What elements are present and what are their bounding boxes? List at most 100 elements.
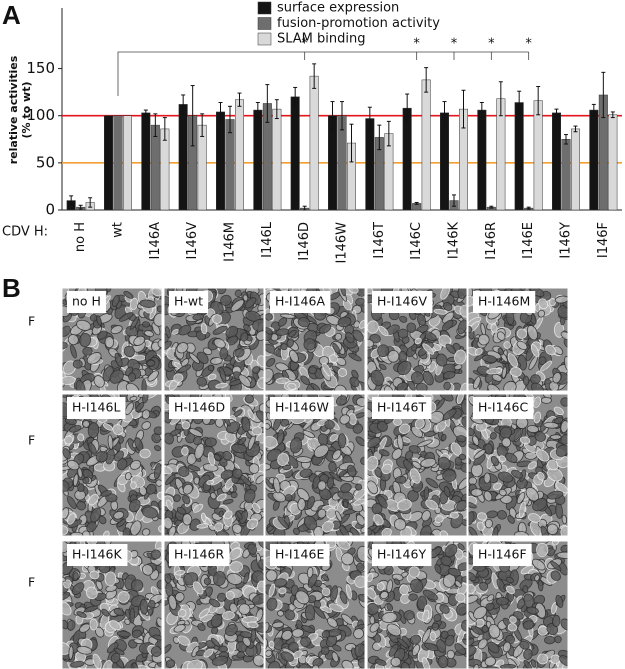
cell — [272, 491, 286, 503]
cell — [257, 580, 264, 593]
error-bar — [78, 204, 83, 210]
cell — [271, 621, 285, 629]
cell — [552, 614, 561, 628]
micrograph-border — [366, 287, 468, 392]
cell — [128, 372, 137, 382]
cell — [537, 471, 545, 481]
error-bar — [424, 67, 429, 93]
cell — [277, 516, 290, 529]
bar — [533, 100, 543, 211]
cell — [429, 631, 437, 642]
cell — [497, 510, 508, 520]
cell — [230, 491, 238, 499]
cell — [245, 310, 261, 322]
cell — [446, 649, 455, 660]
cell — [335, 395, 348, 406]
cell — [142, 321, 151, 328]
cell — [197, 623, 206, 631]
cell — [544, 635, 556, 645]
cell — [385, 499, 400, 512]
cell — [490, 455, 500, 466]
cell — [499, 664, 517, 669]
cell — [384, 385, 393, 391]
cell — [158, 525, 162, 533]
bar — [290, 96, 300, 211]
cell — [489, 432, 497, 440]
label-box — [270, 544, 330, 566]
bar — [365, 118, 375, 211]
cell — [255, 410, 264, 424]
y-tick-label: 100 — [26, 106, 55, 124]
cell — [399, 584, 409, 596]
cell — [266, 597, 278, 611]
cell — [218, 645, 228, 653]
significance-label: * — [413, 37, 420, 52]
cell — [512, 611, 524, 620]
cell — [442, 302, 453, 311]
cell — [150, 646, 162, 657]
cell — [124, 402, 134, 415]
cell — [328, 461, 337, 472]
cell — [76, 611, 87, 618]
cell — [554, 417, 564, 424]
label-box — [67, 544, 128, 566]
cell — [445, 343, 457, 354]
error-bar — [377, 124, 382, 151]
micrograph: H-I146C — [467, 393, 569, 537]
cell — [248, 463, 260, 474]
cell — [89, 618, 98, 631]
cell — [367, 456, 379, 471]
cell — [442, 319, 454, 331]
cell — [218, 510, 224, 518]
cell — [220, 469, 234, 480]
bar — [272, 108, 282, 211]
cell — [411, 644, 420, 657]
cell — [499, 426, 512, 439]
cell — [399, 423, 411, 434]
cell — [535, 449, 550, 462]
cell — [381, 612, 398, 624]
cell — [141, 506, 158, 519]
error-bar — [340, 101, 344, 131]
cell — [410, 578, 424, 594]
cell — [302, 430, 316, 439]
cell — [367, 527, 373, 536]
cell — [339, 525, 350, 536]
cell — [440, 630, 449, 639]
cell — [547, 490, 564, 500]
cell — [287, 382, 297, 390]
cell — [182, 483, 193, 495]
cell — [72, 572, 79, 581]
error-bar — [228, 105, 232, 134]
cell — [222, 498, 234, 505]
cell — [457, 562, 467, 572]
cell — [532, 396, 542, 408]
cell — [450, 442, 462, 456]
x-tick-label: I146Y — [559, 222, 574, 259]
cell — [268, 583, 276, 598]
cell — [153, 463, 162, 480]
cell — [236, 510, 243, 520]
micrograph-border — [264, 540, 366, 669]
cell — [198, 608, 210, 619]
cell — [300, 375, 310, 386]
error-bar — [601, 71, 606, 119]
cell — [102, 423, 113, 431]
cell — [148, 600, 156, 609]
cell — [468, 594, 479, 604]
cell — [141, 564, 154, 576]
cell — [358, 319, 365, 329]
cell — [139, 599, 149, 615]
cell — [460, 576, 467, 583]
cell — [220, 294, 232, 306]
cell — [353, 628, 365, 640]
cell — [435, 353, 448, 367]
error-bar — [265, 84, 270, 123]
cell — [491, 373, 503, 382]
cell — [246, 621, 259, 629]
micrograph-border — [163, 287, 265, 392]
cell — [87, 442, 97, 455]
cell — [265, 368, 274, 384]
label-box — [372, 291, 433, 313]
cell — [537, 580, 544, 592]
